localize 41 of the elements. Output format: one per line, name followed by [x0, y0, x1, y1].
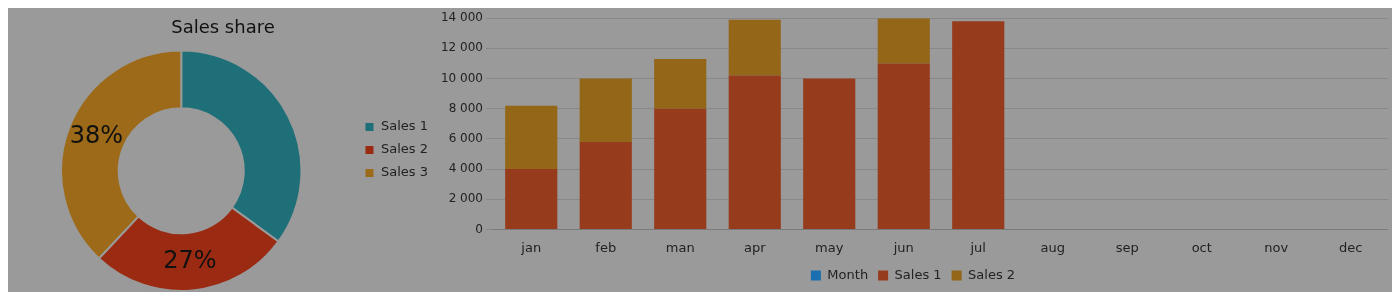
bar [877, 63, 930, 229]
x-tick-label: oct [1191, 239, 1212, 255]
data-label: 27% [163, 245, 217, 274]
legend-label: Sales 1 [381, 118, 429, 134]
bar [877, 18, 930, 64]
y-tick-label: 12 000 [440, 40, 483, 55]
bar [579, 78, 632, 142]
legend-label: Sales 1 [894, 266, 942, 282]
bar [803, 78, 856, 229]
bar [579, 141, 632, 229]
bar [505, 169, 558, 229]
y-tick-label: 0 [475, 221, 483, 236]
x-tick-label: feb [595, 239, 617, 255]
y-tick-label: 4 000 [448, 161, 483, 176]
x-tick-label: man [665, 239, 695, 255]
y-tick-label: 6 000 [448, 131, 483, 146]
bar [654, 58, 707, 109]
bar [728, 75, 781, 229]
legend-label: Sales 2 [968, 266, 1016, 282]
x-tick-label: jul [969, 239, 986, 255]
bar [505, 105, 558, 170]
y-tick-label: 8 000 [448, 100, 483, 115]
data-label: 38% [69, 121, 123, 150]
x-tick-label: jan [520, 239, 542, 255]
y-tick-label: 14 000 [440, 10, 483, 25]
x-tick-label: aug [1040, 239, 1065, 255]
bar [654, 108, 707, 229]
legend-label: Month [827, 266, 869, 282]
y-tick-label: 10 000 [440, 70, 483, 85]
bar [728, 19, 781, 76]
legend-label: Sales 2 [381, 141, 429, 157]
y-tick-label: 2 000 [448, 191, 483, 206]
legend-label: Sales 3 [381, 164, 429, 180]
x-tick-label: apr [743, 239, 767, 255]
x-tick-label: jun [892, 239, 914, 255]
chart-title: Sales share [171, 16, 275, 38]
x-tick-label: sep [1115, 239, 1139, 255]
bar [952, 21, 1005, 229]
x-tick-label: nov [1264, 239, 1289, 255]
x-tick-label: may [815, 239, 844, 255]
x-tick-label: dec [1339, 239, 1363, 255]
